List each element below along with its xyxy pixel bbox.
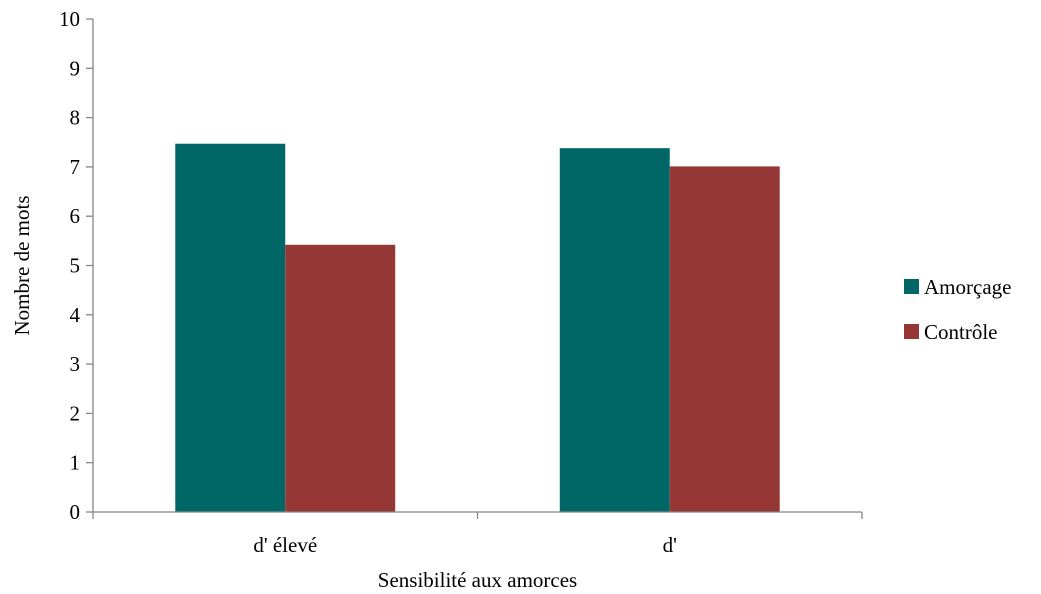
y-axis-title: Nombre de mots — [10, 196, 34, 336]
legend-swatch — [904, 324, 919, 339]
x-axis-ticks: d' élevé d' — [92, 512, 863, 557]
legend-swatch — [904, 279, 919, 294]
x-category-label: d' élevé — [253, 533, 317, 557]
bar-amorcage-2 — [559, 148, 670, 512]
y-tick-label: 8 — [70, 106, 81, 130]
legend: Amorçage Contrôle — [904, 275, 1011, 344]
y-tick-label: 2 — [70, 401, 81, 425]
bar-amorcage-1 — [175, 143, 286, 512]
y-tick-label: 6 — [70, 204, 81, 228]
bar-controle-2 — [669, 166, 780, 513]
y-tick-label: 9 — [70, 56, 81, 80]
y-tick-label: 3 — [70, 352, 81, 376]
y-axis-ticks: 0 1 2 3 4 5 6 7 8 9 10 — [59, 7, 93, 524]
y-tick-label: 5 — [70, 254, 81, 278]
y-tick-label: 4 — [70, 303, 81, 327]
x-category-label: d' — [663, 533, 677, 557]
y-tick-label: 7 — [70, 155, 81, 179]
legend-label: Amorçage — [924, 275, 1011, 299]
bar-controle-1 — [285, 244, 396, 512]
bars — [175, 143, 780, 513]
y-tick-label: 0 — [70, 500, 81, 524]
y-tick-label: 10 — [59, 7, 80, 31]
y-tick-label: 1 — [70, 451, 81, 475]
x-axis-title: Sensibilité aux amorces — [378, 568, 577, 592]
legend-label: Contrôle — [924, 320, 998, 344]
